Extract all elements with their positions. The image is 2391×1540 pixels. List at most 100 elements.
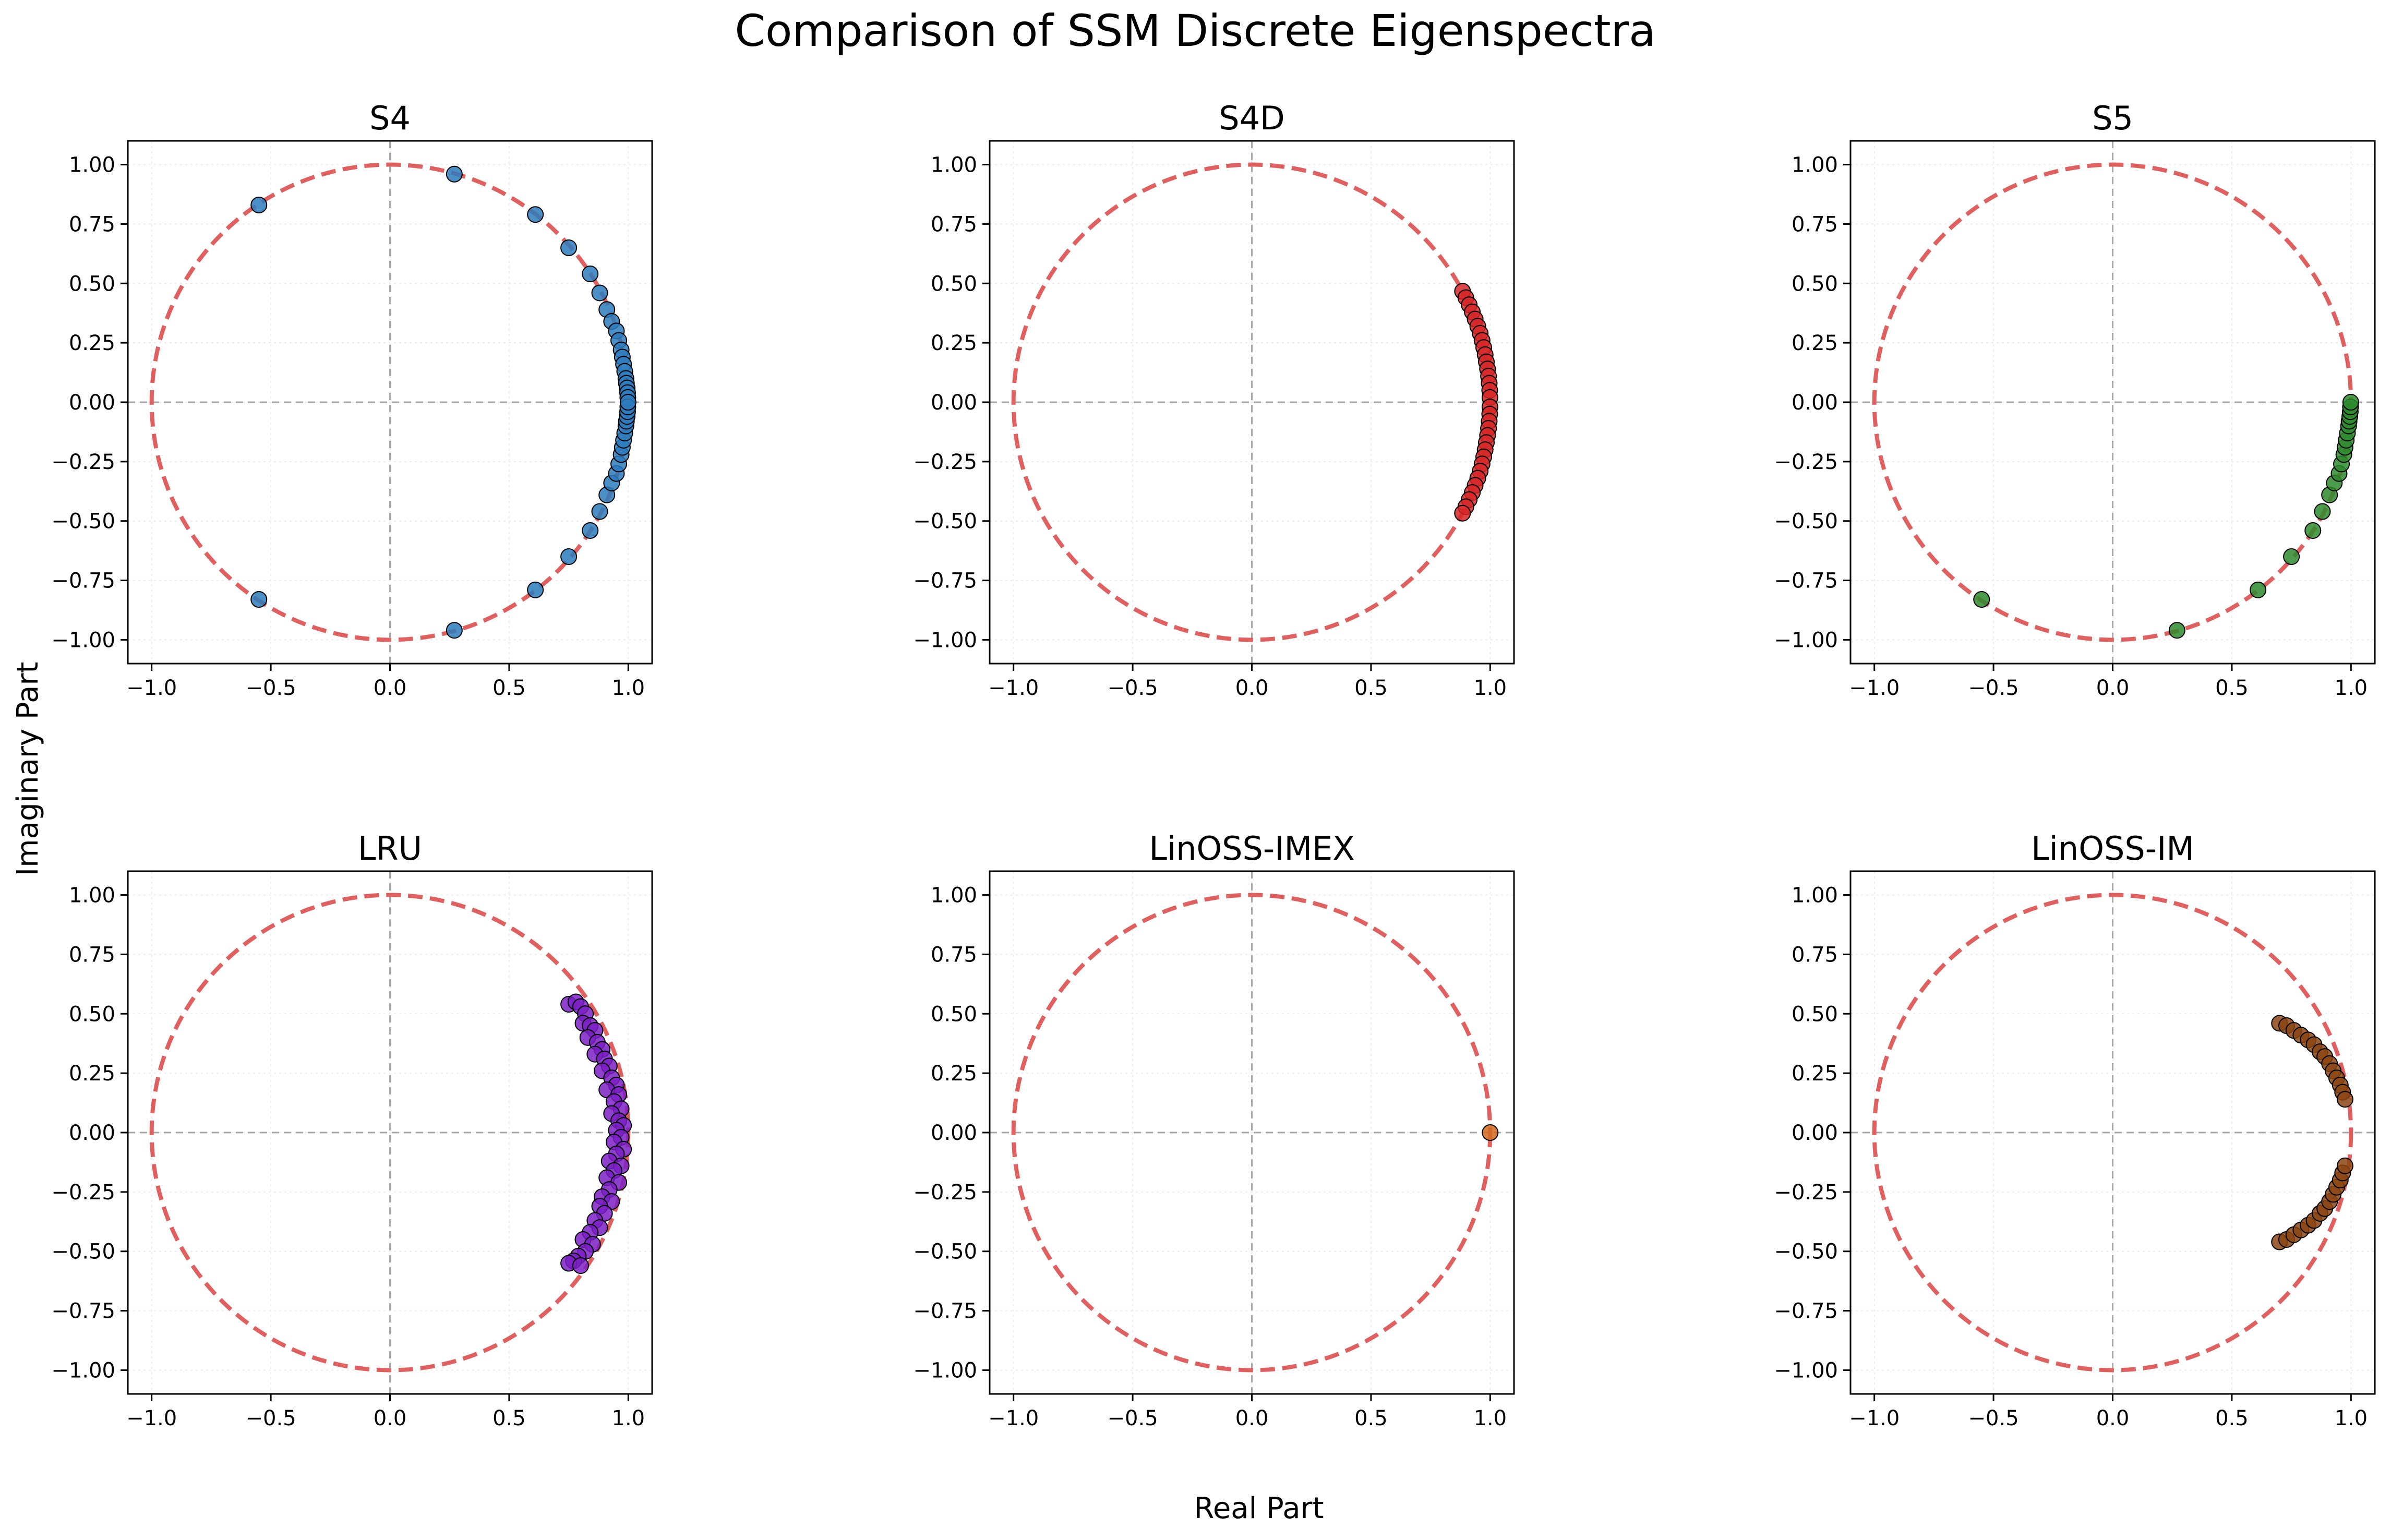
x-tick-label: −1.0	[126, 1406, 177, 1430]
y-tick-label: 0.00	[69, 391, 115, 415]
y-tick-label: 0.50	[931, 272, 977, 296]
eigenvalue-point	[591, 284, 608, 302]
y-tick-label: 1.00	[1792, 884, 1838, 908]
y-tick-label: 0.75	[1792, 212, 1838, 236]
x-tick-label: 0.5	[492, 1406, 526, 1430]
eigenvalue-point	[2250, 581, 2267, 598]
figure-title: Comparison of SSM Discrete Eigenspectra	[735, 5, 1655, 56]
eigenvalue-point	[1454, 504, 1471, 522]
y-tick-label: 0.00	[1792, 391, 1838, 415]
y-tick-label: −0.75	[51, 1300, 115, 1324]
x-tick-label: 1.0	[612, 676, 645, 700]
eigenvalue-point	[572, 1257, 589, 1274]
y-tick-label: −1.00	[1774, 628, 1838, 652]
eigenvalue-point	[591, 503, 608, 520]
eigenvalue-point	[2342, 394, 2359, 411]
subplot-title: S4D	[1219, 99, 1285, 137]
eigenvalue-point	[1482, 1124, 1499, 1141]
y-tick-label: −0.50	[1774, 510, 1838, 534]
y-tick-label: 0.50	[1792, 1002, 1838, 1026]
x-tick-label: −1.0	[988, 1406, 1039, 1430]
subplot-title: S4	[369, 99, 411, 137]
y-tick-label: 0.75	[69, 943, 115, 967]
y-tick-label: −1.00	[913, 628, 977, 652]
x-tick-label: 0.5	[2215, 1406, 2249, 1430]
x-tick-label: −0.5	[1108, 1406, 1158, 1430]
subplot-s5: S5 −1.0 −0.5 0.0 0.5 1.0 −1.00 −0.75 −0.50 −0.25 0…	[1774, 99, 2376, 700]
x-tick-label: 0.0	[374, 676, 407, 700]
y-tick-label: −0.50	[913, 1240, 977, 1264]
y-tick-label: 0.00	[931, 1121, 977, 1145]
x-tick-label: −1.0	[988, 676, 1039, 700]
subplot-s4d: S4D −1.0 −0.5 0.0 0.5 1.0 −1.00 −0.75 −0.50 −0.25…	[913, 99, 1515, 700]
x-tick-label: 0.0	[2096, 1406, 2130, 1430]
y-tick-label: −0.25	[1774, 450, 1838, 474]
subplot-grid: S4 −1.0 −0.5 0.0 0.5 1.0 −1.00 −0.75 −0.50 −0.25 0…	[51, 99, 2376, 1430]
subplot-title: S5	[2092, 99, 2133, 137]
x-tick-label: 1.0	[612, 1406, 645, 1430]
x-tick-label: −0.5	[246, 676, 296, 700]
y-tick-label: 0.00	[69, 1121, 115, 1145]
subplot-title: LinOSS-IM	[2031, 829, 2194, 868]
y-tick-label: 0.75	[69, 212, 115, 236]
eigenvalue-point	[582, 522, 599, 539]
x-tick-label: 1.0	[1474, 676, 1507, 700]
x-tick-label: 0.5	[1354, 1406, 1388, 1430]
y-tick-label: −1.00	[913, 1358, 977, 1382]
eigenvalue-point	[2168, 622, 2185, 639]
y-tick-label: −0.25	[51, 450, 115, 474]
eigenvalue-point	[527, 206, 544, 223]
y-tick-label: 0.75	[931, 212, 977, 236]
y-tick-label: 0.00	[1792, 1121, 1838, 1145]
y-tick-label: 1.00	[931, 884, 977, 908]
eigenvalue-point	[527, 581, 544, 598]
y-tick-label: 1.00	[1792, 153, 1838, 177]
x-axis-label: Real Part	[1194, 1491, 1324, 1525]
eigenvalue-point	[560, 239, 578, 256]
y-tick-label: −0.25	[51, 1181, 115, 1205]
eigenvalue-point	[619, 394, 636, 411]
subplot-title: LRU	[358, 829, 422, 868]
eigenvalue-point	[2336, 1157, 2353, 1174]
y-tick-label: 0.00	[931, 391, 977, 415]
x-tick-label: −1.0	[1849, 676, 1900, 700]
y-tick-label: −0.50	[51, 510, 115, 534]
x-tick-label: −0.5	[1968, 1406, 2019, 1430]
y-tick-label: −0.25	[913, 450, 977, 474]
x-tick-label: 0.5	[1354, 676, 1388, 700]
y-tick-label: 0.25	[1792, 1062, 1838, 1086]
y-tick-label: 0.25	[1792, 331, 1838, 355]
y-tick-label: 0.50	[69, 272, 115, 296]
y-tick-label: −0.75	[913, 569, 977, 593]
y-tick-label: −1.00	[51, 1358, 115, 1382]
subplot-lru: LRU −1.0 −0.5 0.0 0.5 1.0 −1.00 −0.75 −0.50 −0.25…	[51, 829, 653, 1430]
y-tick-label: −0.75	[1774, 569, 1838, 593]
y-tick-label: 0.75	[1792, 943, 1838, 967]
eigenvalue-point	[2336, 1091, 2353, 1108]
y-tick-label: 0.25	[931, 1062, 977, 1086]
y-tick-label: −0.50	[51, 1240, 115, 1264]
x-tick-label: −0.5	[246, 1406, 296, 1430]
subplot-linoss-im: LinOSS-IM −1.0 −0.5 0.0 0.5 1.0 −1.00 −0.75 −0.5…	[1774, 829, 2376, 1430]
x-tick-label: 0.5	[492, 676, 526, 700]
eigenvalue-point	[2283, 548, 2300, 566]
y-tick-label: −0.75	[51, 569, 115, 593]
eigenvalue-point	[446, 165, 463, 183]
x-tick-label: 0.0	[374, 1406, 407, 1430]
x-tick-label: 0.0	[2096, 676, 2130, 700]
x-tick-label: 0.0	[1235, 1406, 1269, 1430]
y-tick-label: −0.50	[913, 510, 977, 534]
x-tick-label: −1.0	[1849, 1406, 1900, 1430]
eigenvalue-point	[250, 591, 268, 608]
y-tick-label: 0.25	[69, 331, 115, 355]
eigenvalue-point	[446, 622, 463, 639]
y-tick-label: 1.00	[69, 153, 115, 177]
y-tick-label: −0.25	[1774, 1181, 1838, 1205]
y-tick-label: −0.25	[913, 1181, 977, 1205]
eigenvalue-point	[2304, 522, 2322, 539]
eigenvalue-point	[2314, 503, 2331, 520]
y-tick-label: 0.50	[69, 1002, 115, 1026]
x-tick-label: 0.0	[1235, 676, 1269, 700]
x-tick-label: 1.0	[1474, 1406, 1507, 1430]
y-tick-label: 0.25	[69, 1062, 115, 1086]
